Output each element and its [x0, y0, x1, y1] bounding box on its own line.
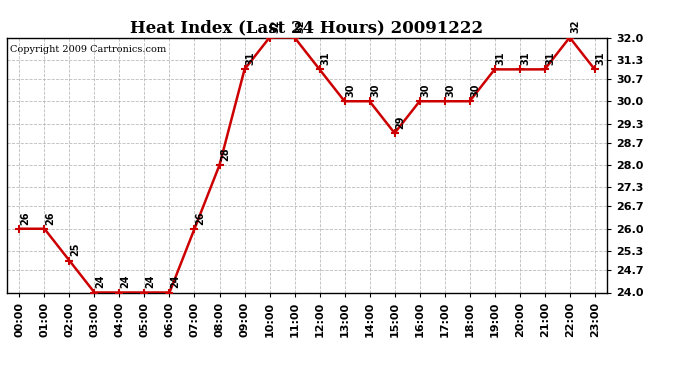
Text: 30: 30 — [370, 84, 380, 97]
Text: 26: 26 — [45, 211, 55, 225]
Text: 30: 30 — [445, 84, 455, 97]
Text: 31: 31 — [595, 52, 605, 65]
Text: 25: 25 — [70, 243, 80, 256]
Text: 24: 24 — [120, 275, 130, 288]
Title: Heat Index (Last 24 Hours) 20091222: Heat Index (Last 24 Hours) 20091222 — [130, 19, 484, 36]
Text: 31: 31 — [320, 52, 330, 65]
Text: 26: 26 — [20, 211, 30, 225]
Text: 30: 30 — [345, 84, 355, 97]
Text: 28: 28 — [220, 147, 230, 161]
Text: 31: 31 — [545, 52, 555, 65]
Text: 29: 29 — [395, 116, 405, 129]
Text: 24: 24 — [145, 275, 155, 288]
Text: 30: 30 — [420, 84, 430, 97]
Text: 32: 32 — [270, 20, 280, 33]
Text: 31: 31 — [245, 52, 255, 65]
Text: 26: 26 — [195, 211, 205, 225]
Text: 31: 31 — [520, 52, 530, 65]
Text: 24: 24 — [95, 275, 105, 288]
Text: 32: 32 — [295, 20, 305, 33]
Text: Copyright 2009 Cartronics.com: Copyright 2009 Cartronics.com — [10, 45, 166, 54]
Text: 31: 31 — [495, 52, 505, 65]
Text: 32: 32 — [570, 20, 580, 33]
Text: 24: 24 — [170, 275, 180, 288]
Text: 30: 30 — [470, 84, 480, 97]
